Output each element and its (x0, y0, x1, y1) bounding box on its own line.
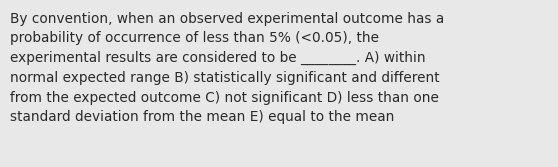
Text: By convention, when an observed experimental outcome has a
probability of occurr: By convention, when an observed experime… (10, 12, 444, 124)
